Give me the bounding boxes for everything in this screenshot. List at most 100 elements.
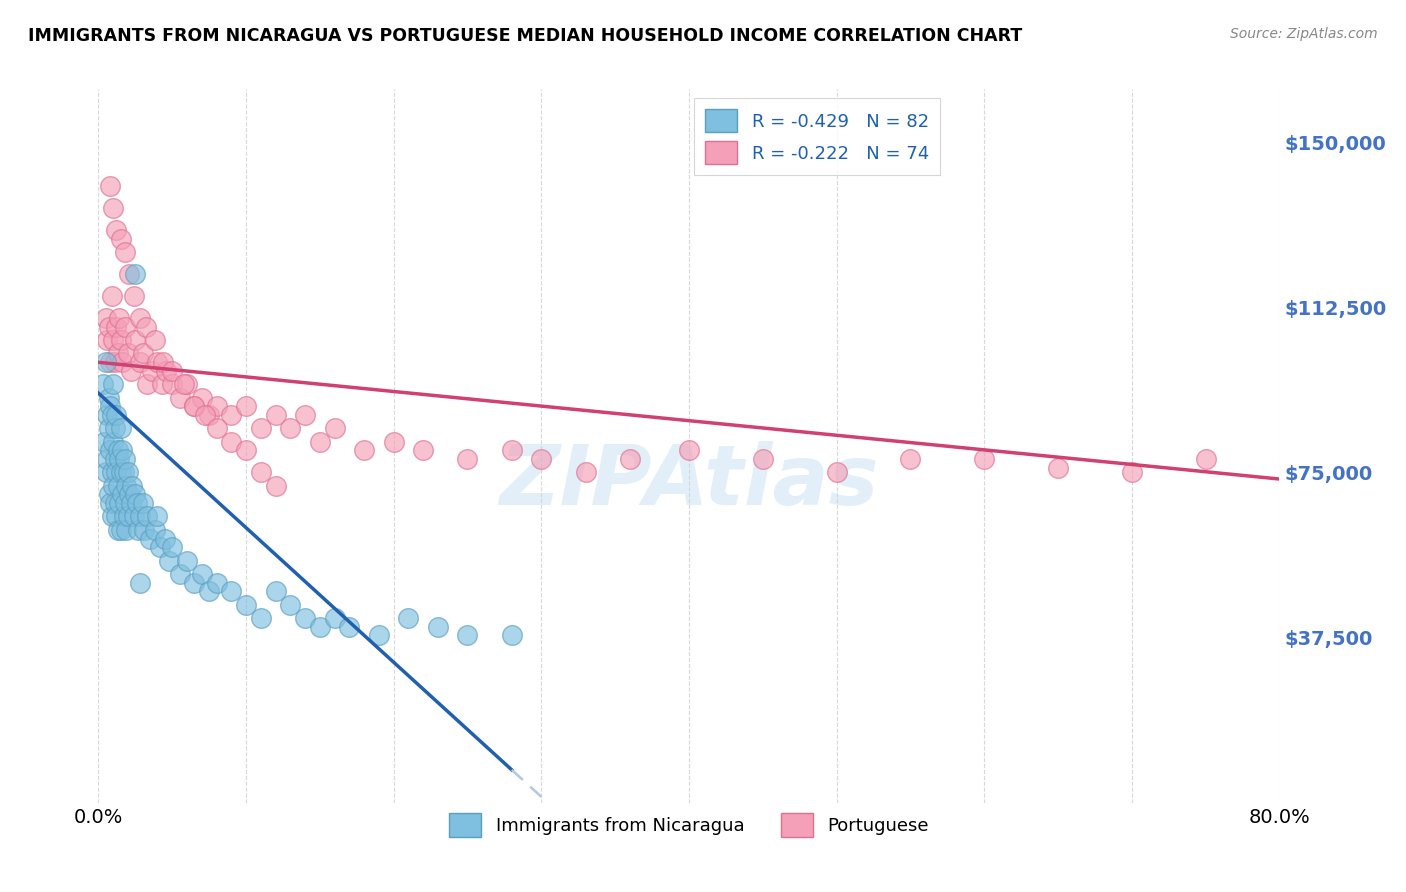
Point — [105, 223, 128, 237]
Point — [191, 391, 214, 405]
Point — [1121, 466, 1143, 480]
Point — [122, 509, 145, 524]
Point — [91, 377, 114, 392]
Point — [191, 566, 214, 581]
Point — [194, 408, 217, 422]
Point — [146, 509, 169, 524]
Point — [427, 619, 450, 633]
Point — [250, 611, 273, 625]
Point — [110, 421, 132, 435]
Point — [105, 408, 128, 422]
Point — [235, 400, 257, 414]
Point — [103, 434, 125, 449]
Point — [100, 509, 122, 524]
Point — [96, 408, 118, 422]
Point — [121, 478, 143, 492]
Point — [280, 598, 302, 612]
Point — [221, 584, 243, 599]
Point — [264, 478, 287, 492]
Point — [97, 487, 120, 501]
Point — [107, 523, 129, 537]
Point — [108, 311, 131, 326]
Point — [114, 452, 136, 467]
Point — [900, 452, 922, 467]
Point — [107, 346, 129, 360]
Point — [110, 232, 132, 246]
Point — [264, 408, 287, 422]
Point — [103, 478, 125, 492]
Point — [153, 532, 176, 546]
Point — [169, 566, 191, 581]
Point — [169, 391, 191, 405]
Point — [98, 179, 121, 194]
Point — [98, 496, 121, 510]
Point — [157, 553, 180, 567]
Point — [94, 311, 117, 326]
Point — [183, 575, 205, 590]
Point — [100, 466, 122, 480]
Point — [173, 377, 195, 392]
Point — [114, 496, 136, 510]
Point — [124, 487, 146, 501]
Point — [501, 443, 523, 458]
Point — [264, 584, 287, 599]
Point — [619, 452, 641, 467]
Point — [120, 364, 142, 378]
Point — [112, 509, 135, 524]
Point — [280, 421, 302, 435]
Point — [110, 333, 132, 347]
Point — [143, 523, 166, 537]
Point — [162, 541, 183, 555]
Point — [143, 333, 166, 347]
Point — [457, 628, 479, 642]
Point — [107, 478, 129, 492]
Point — [100, 408, 122, 422]
Point — [103, 201, 125, 215]
Point — [146, 355, 169, 369]
Point — [139, 532, 162, 546]
Point — [309, 434, 332, 449]
Point — [1195, 452, 1218, 467]
Point — [118, 267, 141, 281]
Point — [141, 364, 163, 378]
Point — [132, 346, 155, 360]
Point — [94, 355, 117, 369]
Point — [250, 466, 273, 480]
Legend: Immigrants from Nicaragua, Portuguese: Immigrants from Nicaragua, Portuguese — [441, 806, 936, 844]
Point — [128, 311, 150, 326]
Point — [309, 619, 332, 633]
Point — [382, 434, 405, 449]
Point — [105, 509, 128, 524]
Point — [114, 245, 136, 260]
Point — [155, 364, 177, 378]
Point — [120, 496, 142, 510]
Point — [114, 320, 136, 334]
Point — [678, 443, 700, 458]
Point — [93, 434, 115, 449]
Point — [128, 509, 150, 524]
Point — [111, 487, 134, 501]
Point — [501, 628, 523, 642]
Point — [122, 289, 145, 303]
Point — [108, 496, 131, 510]
Point — [111, 443, 134, 458]
Point — [183, 400, 205, 414]
Point — [575, 466, 598, 480]
Point — [117, 466, 139, 480]
Point — [149, 541, 172, 555]
Point — [124, 267, 146, 281]
Point — [94, 466, 117, 480]
Point — [973, 452, 995, 467]
Point — [96, 333, 118, 347]
Point — [323, 421, 346, 435]
Point — [135, 320, 157, 334]
Point — [115, 478, 138, 492]
Point — [105, 320, 128, 334]
Point — [97, 320, 120, 334]
Point — [1046, 461, 1070, 475]
Text: IMMIGRANTS FROM NICARAGUA VS PORTUGUESE MEDIAN HOUSEHOLD INCOME CORRELATION CHAR: IMMIGRANTS FROM NICARAGUA VS PORTUGUESE … — [28, 27, 1022, 45]
Point — [205, 400, 228, 414]
Point — [294, 408, 316, 422]
Point — [98, 355, 121, 369]
Point — [98, 400, 121, 414]
